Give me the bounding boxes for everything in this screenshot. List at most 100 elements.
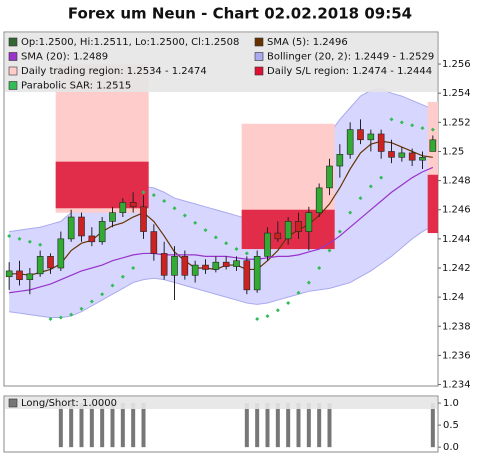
- sar-dot: [337, 229, 342, 234]
- candle-body: [88, 235, 96, 243]
- candle-body: [119, 202, 127, 213]
- y-tick-label: 0.5: [443, 420, 459, 431]
- legend-box: [5, 397, 437, 409]
- sar-dot: [7, 233, 12, 238]
- sar-dot: [389, 117, 394, 122]
- sar-dot: [182, 213, 187, 218]
- y-tick-label: 1.234: [442, 380, 471, 391]
- candle-body: [5, 270, 13, 278]
- legend-swatch: [254, 66, 264, 76]
- sar-dot: [430, 127, 435, 132]
- legend-label: Daily trading region: 1.2534 - 1.2474: [21, 66, 207, 77]
- bar: [306, 403, 311, 448]
- legend-label: SMA (20): 1.2489: [21, 52, 108, 63]
- legend-swatch: [8, 37, 18, 47]
- sar-dot: [420, 126, 425, 131]
- bar: [286, 403, 291, 448]
- bar: [79, 403, 84, 448]
- y-tick-label: 1.246: [442, 205, 471, 216]
- bar: [327, 403, 332, 448]
- bar: [255, 403, 260, 448]
- sar-dot: [141, 190, 146, 195]
- y-tick-label: 1.248: [442, 176, 471, 187]
- y-tick-label: 1.24: [442, 292, 464, 303]
- candle-body: [191, 264, 199, 276]
- legend-label: Bollinger (20, 2): 1.2449 - 1.2529: [267, 52, 434, 63]
- sar-dot: [327, 248, 332, 253]
- y-tick-label: 1.254: [442, 88, 471, 99]
- candle-body: [98, 221, 106, 243]
- sar-dot: [203, 228, 208, 233]
- y-tick-label: 1.25: [442, 146, 464, 157]
- y-tick-label: 1.238: [442, 321, 471, 332]
- bar: [275, 403, 280, 448]
- legend-swatch: [254, 37, 264, 47]
- bar: [69, 403, 74, 448]
- candle-body: [78, 216, 85, 237]
- sar-dot: [224, 241, 229, 246]
- candle-body: [264, 232, 271, 257]
- legend-swatch: [8, 81, 18, 90]
- sar-dot: [265, 314, 270, 319]
- candle-body: [212, 261, 220, 270]
- legend-label: Parabolic SAR: 1.2515: [21, 81, 131, 92]
- candle-body: [295, 221, 302, 232]
- candle-body: [202, 264, 209, 270]
- sar-dot: [193, 220, 198, 225]
- legend-label: Long/Short: 1.0000: [21, 398, 117, 409]
- legend-swatch: [8, 398, 18, 408]
- bar: [317, 403, 322, 448]
- candle-body: [429, 139, 437, 152]
- sar-dot: [234, 247, 239, 252]
- sar-dot: [358, 196, 363, 201]
- sar-dot: [348, 210, 353, 215]
- sar-dot: [286, 300, 291, 305]
- sar-dot: [27, 239, 32, 244]
- daily-region: [427, 174, 438, 234]
- candle-body: [388, 151, 395, 158]
- y-tick-label: 1.256: [442, 59, 471, 70]
- candle-body: [171, 256, 178, 276]
- bar: [110, 403, 115, 448]
- legend-swatch: [8, 52, 18, 61]
- candle-body: [377, 133, 385, 152]
- bar: [265, 403, 270, 448]
- bar: [131, 403, 136, 448]
- sar-dot: [79, 306, 84, 311]
- y-tick-label: 1.252: [442, 117, 471, 128]
- sar-dot: [296, 290, 301, 295]
- legend-swatch: [254, 52, 264, 61]
- bar: [120, 403, 125, 448]
- sar-dot: [89, 299, 94, 304]
- bar: [89, 403, 94, 448]
- sar-dot: [399, 120, 404, 125]
- candle-body: [222, 261, 230, 267]
- daily-region: [55, 161, 149, 209]
- bar: [244, 403, 249, 448]
- bar: [430, 403, 435, 448]
- sar-dot: [120, 274, 125, 279]
- candle-body: [367, 133, 375, 141]
- sar-dot: [255, 316, 260, 321]
- candle-body: [160, 253, 168, 276]
- y-tick-label: 1.244: [442, 234, 471, 245]
- sar-dot: [69, 312, 74, 317]
- sar-dot: [306, 280, 311, 285]
- candle-body: [419, 156, 426, 161]
- sar-dot: [162, 198, 167, 203]
- candle-body: [326, 165, 333, 189]
- sma-line: [9, 166, 434, 294]
- candle-body: [253, 256, 261, 291]
- legend-swatch: [8, 66, 18, 76]
- candle-body: [57, 238, 65, 269]
- sar-dot: [48, 316, 53, 321]
- candle-body: [398, 152, 406, 158]
- candle-body: [109, 212, 116, 222]
- candle-body: [36, 256, 44, 275]
- sar-dot: [38, 242, 43, 247]
- sar-dot: [100, 292, 105, 297]
- sar-dot: [317, 266, 322, 270]
- candle-body: [140, 206, 147, 232]
- candle-body: [357, 129, 364, 141]
